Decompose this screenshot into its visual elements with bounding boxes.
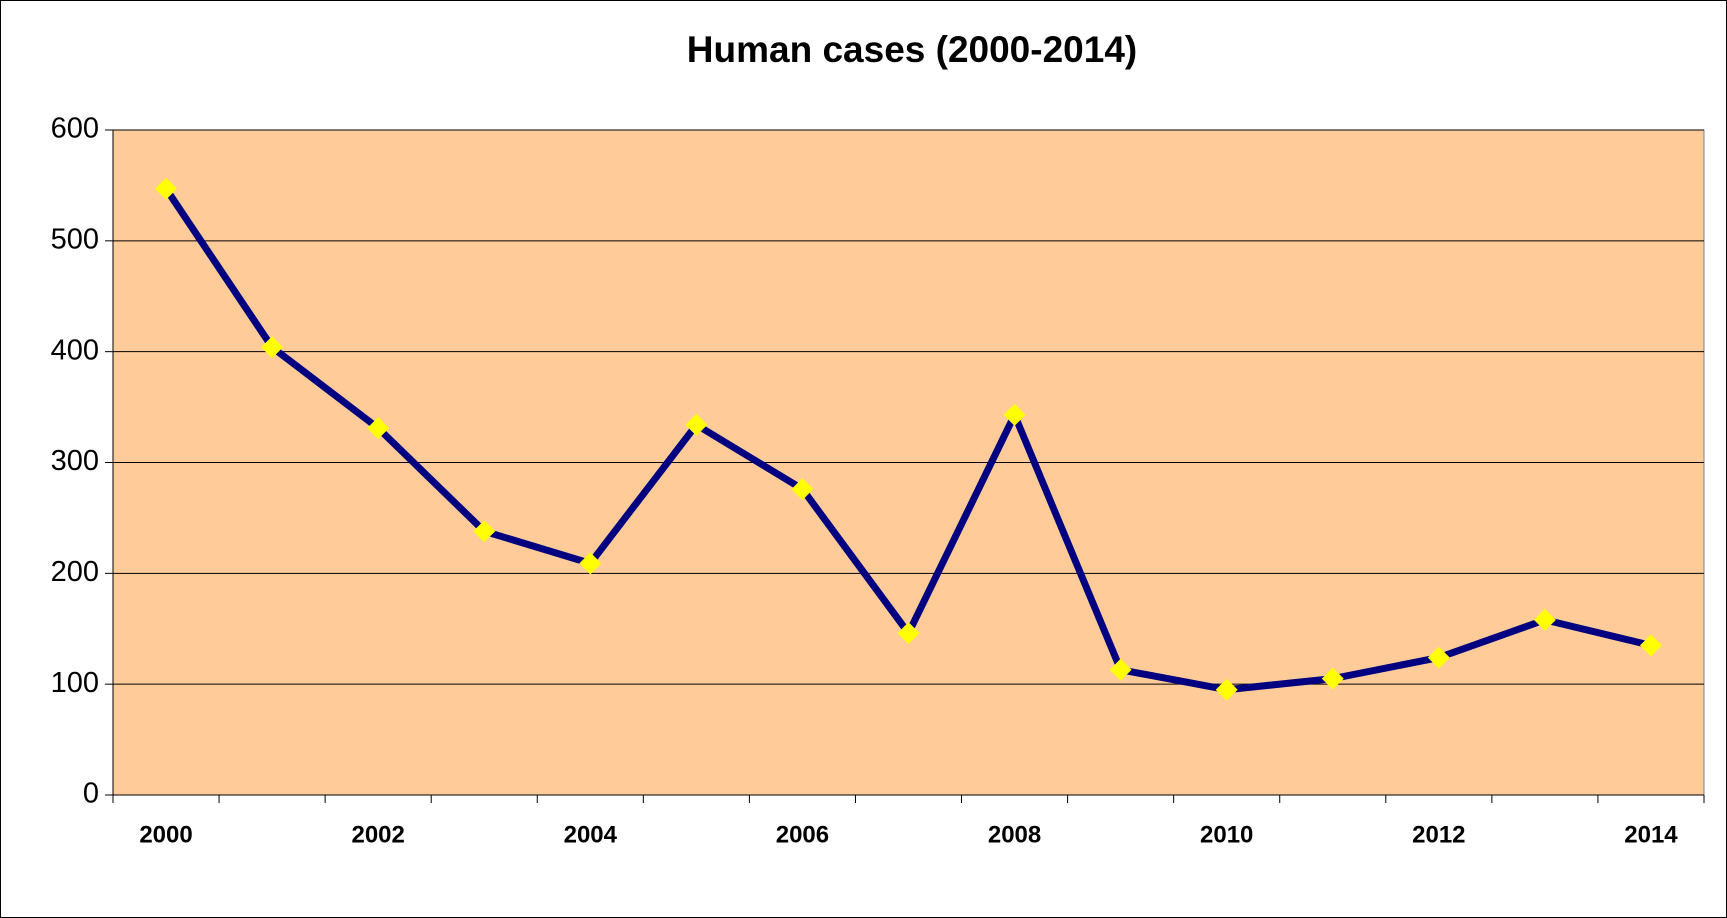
- data-marker: [367, 417, 390, 440]
- x-tick-label: 2000: [139, 821, 192, 848]
- y-tick-label: 400: [51, 334, 99, 366]
- data-marker: [1215, 678, 1238, 701]
- data-marker: [791, 478, 814, 501]
- data-marker: [1321, 667, 1344, 690]
- data-marker: [155, 177, 178, 200]
- y-tick-label: 0: [83, 778, 99, 810]
- y-tick-label: 200: [51, 556, 99, 588]
- data-marker: [1639, 634, 1662, 657]
- x-tick-label: 2004: [564, 821, 618, 848]
- data-marker: [261, 336, 284, 359]
- y-tick-label: 100: [51, 667, 99, 699]
- y-tick-label: 500: [51, 223, 99, 255]
- x-tick-label: 2010: [1200, 821, 1253, 848]
- data-marker: [1003, 403, 1026, 426]
- data-marker: [897, 622, 920, 645]
- data-marker: [473, 520, 496, 543]
- x-tick-label: 2012: [1412, 821, 1465, 848]
- data-marker: [1427, 646, 1450, 669]
- data-marker: [685, 413, 708, 436]
- data-marker: [1533, 608, 1556, 631]
- data-marker: [1109, 658, 1132, 681]
- data-marker: [579, 552, 602, 575]
- x-tick-label: 2008: [988, 821, 1041, 848]
- y-tick-label: 300: [51, 445, 99, 477]
- x-tick-label: 2014: [1624, 821, 1678, 848]
- y-tick-label: 600: [51, 113, 99, 145]
- x-tick-label: 2002: [351, 821, 404, 848]
- x-tick-label: 2006: [776, 821, 829, 848]
- chart-title: Human cases (2000-2014): [687, 29, 1137, 70]
